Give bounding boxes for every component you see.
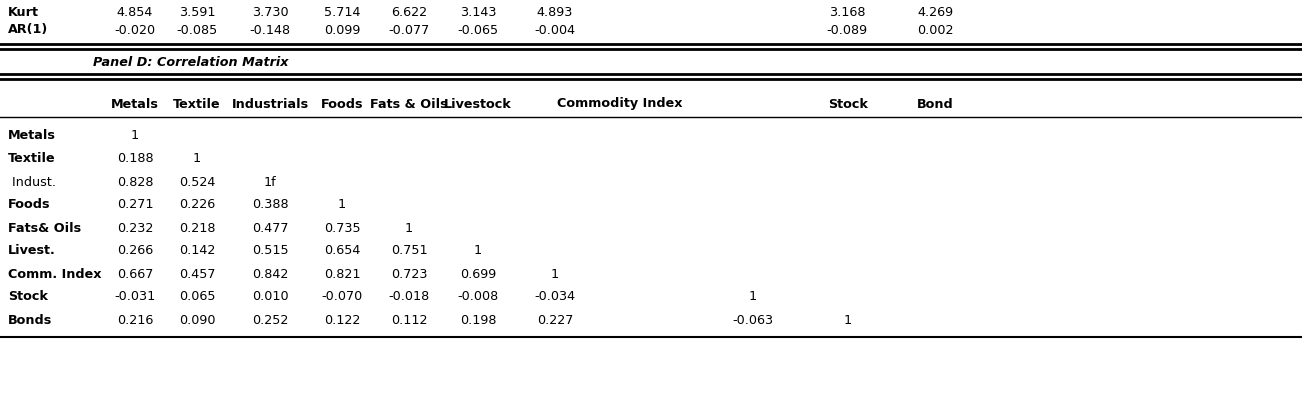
Text: 0.266: 0.266 <box>117 244 154 258</box>
Text: -0.065: -0.065 <box>457 23 499 37</box>
Text: 0.735: 0.735 <box>324 222 361 234</box>
Text: 0.457: 0.457 <box>178 267 215 281</box>
Text: -0.070: -0.070 <box>322 291 363 304</box>
Text: Panel D: Correlation Matrix: Panel D: Correlation Matrix <box>92 55 289 68</box>
Text: 1: 1 <box>474 244 482 258</box>
Text: 0.667: 0.667 <box>117 267 154 281</box>
Text: -0.063: -0.063 <box>733 314 773 326</box>
Text: 6.622: 6.622 <box>391 6 427 18</box>
Text: Livest.: Livest. <box>8 244 56 258</box>
Text: 0.065: 0.065 <box>178 291 215 304</box>
Text: 3.168: 3.168 <box>829 6 866 18</box>
Text: 0.226: 0.226 <box>178 199 215 211</box>
Text: Metals: Metals <box>8 129 56 142</box>
Text: 0.090: 0.090 <box>178 314 215 326</box>
Text: 0.654: 0.654 <box>324 244 361 258</box>
Text: 0.122: 0.122 <box>324 314 361 326</box>
Text: 4.893: 4.893 <box>536 6 573 18</box>
Text: Fats& Oils: Fats& Oils <box>8 222 81 234</box>
Text: Fats & Oils: Fats & Oils <box>370 98 448 111</box>
Text: 0.821: 0.821 <box>324 267 361 281</box>
Text: 0.524: 0.524 <box>178 176 215 189</box>
Text: 0.188: 0.188 <box>117 152 154 166</box>
Text: Foods: Foods <box>8 199 51 211</box>
Text: 1: 1 <box>749 291 756 304</box>
Text: Livestock: Livestock <box>444 98 512 111</box>
Text: 3.591: 3.591 <box>178 6 215 18</box>
Text: 0.477: 0.477 <box>251 222 288 234</box>
Text: Indust.: Indust. <box>8 176 56 189</box>
Text: -0.004: -0.004 <box>534 23 575 37</box>
Text: Bonds: Bonds <box>8 314 52 326</box>
Text: -0.020: -0.020 <box>115 23 155 37</box>
Text: 0.112: 0.112 <box>391 314 427 326</box>
Text: -0.089: -0.089 <box>827 23 867 37</box>
Text: Stock: Stock <box>8 291 48 304</box>
Text: 0.515: 0.515 <box>251 244 288 258</box>
Text: -0.018: -0.018 <box>388 291 430 304</box>
Text: -0.085: -0.085 <box>176 23 217 37</box>
Text: Bond: Bond <box>917 98 953 111</box>
Text: Textile: Textile <box>173 98 221 111</box>
Text: 3.730: 3.730 <box>251 6 288 18</box>
Text: 4.269: 4.269 <box>917 6 953 18</box>
Text: AR(1): AR(1) <box>8 23 48 37</box>
Text: Metals: Metals <box>111 98 159 111</box>
Text: 1: 1 <box>193 152 201 166</box>
Text: 0.252: 0.252 <box>251 314 288 326</box>
Text: -0.034: -0.034 <box>534 291 575 304</box>
Text: 0.232: 0.232 <box>117 222 154 234</box>
Text: -0.008: -0.008 <box>457 291 499 304</box>
Text: 0.828: 0.828 <box>117 176 154 189</box>
Text: 4.854: 4.854 <box>117 6 154 18</box>
Text: 0.198: 0.198 <box>460 314 496 326</box>
Text: 1: 1 <box>339 199 346 211</box>
Text: 0.388: 0.388 <box>251 199 288 211</box>
Text: 0.218: 0.218 <box>178 222 215 234</box>
Text: 0.010: 0.010 <box>251 291 288 304</box>
Text: 0.751: 0.751 <box>391 244 427 258</box>
Text: -0.031: -0.031 <box>115 291 156 304</box>
Text: 0.723: 0.723 <box>391 267 427 281</box>
Text: 0.699: 0.699 <box>460 267 496 281</box>
Text: Commodity Index: Commodity Index <box>557 98 682 111</box>
Text: 0.002: 0.002 <box>917 23 953 37</box>
Text: 0.099: 0.099 <box>324 23 361 37</box>
Text: Stock: Stock <box>828 98 868 111</box>
Text: 0.227: 0.227 <box>536 314 573 326</box>
Text: Foods: Foods <box>320 98 363 111</box>
Text: -0.077: -0.077 <box>388 23 430 37</box>
Text: 1: 1 <box>844 314 852 326</box>
Text: Textile: Textile <box>8 152 56 166</box>
Text: 0.271: 0.271 <box>117 199 154 211</box>
Text: 0.842: 0.842 <box>251 267 288 281</box>
Text: 1: 1 <box>551 267 559 281</box>
Text: 5.714: 5.714 <box>324 6 361 18</box>
Text: Industrials: Industrials <box>232 98 309 111</box>
Text: 0.216: 0.216 <box>117 314 154 326</box>
Text: 1: 1 <box>132 129 139 142</box>
Text: 3.143: 3.143 <box>460 6 496 18</box>
Text: 1f: 1f <box>264 176 276 189</box>
Text: 0.142: 0.142 <box>178 244 215 258</box>
Text: Comm. Index: Comm. Index <box>8 267 102 281</box>
Text: -0.148: -0.148 <box>250 23 290 37</box>
Text: Kurt: Kurt <box>8 6 39 18</box>
Text: 1: 1 <box>405 222 413 234</box>
